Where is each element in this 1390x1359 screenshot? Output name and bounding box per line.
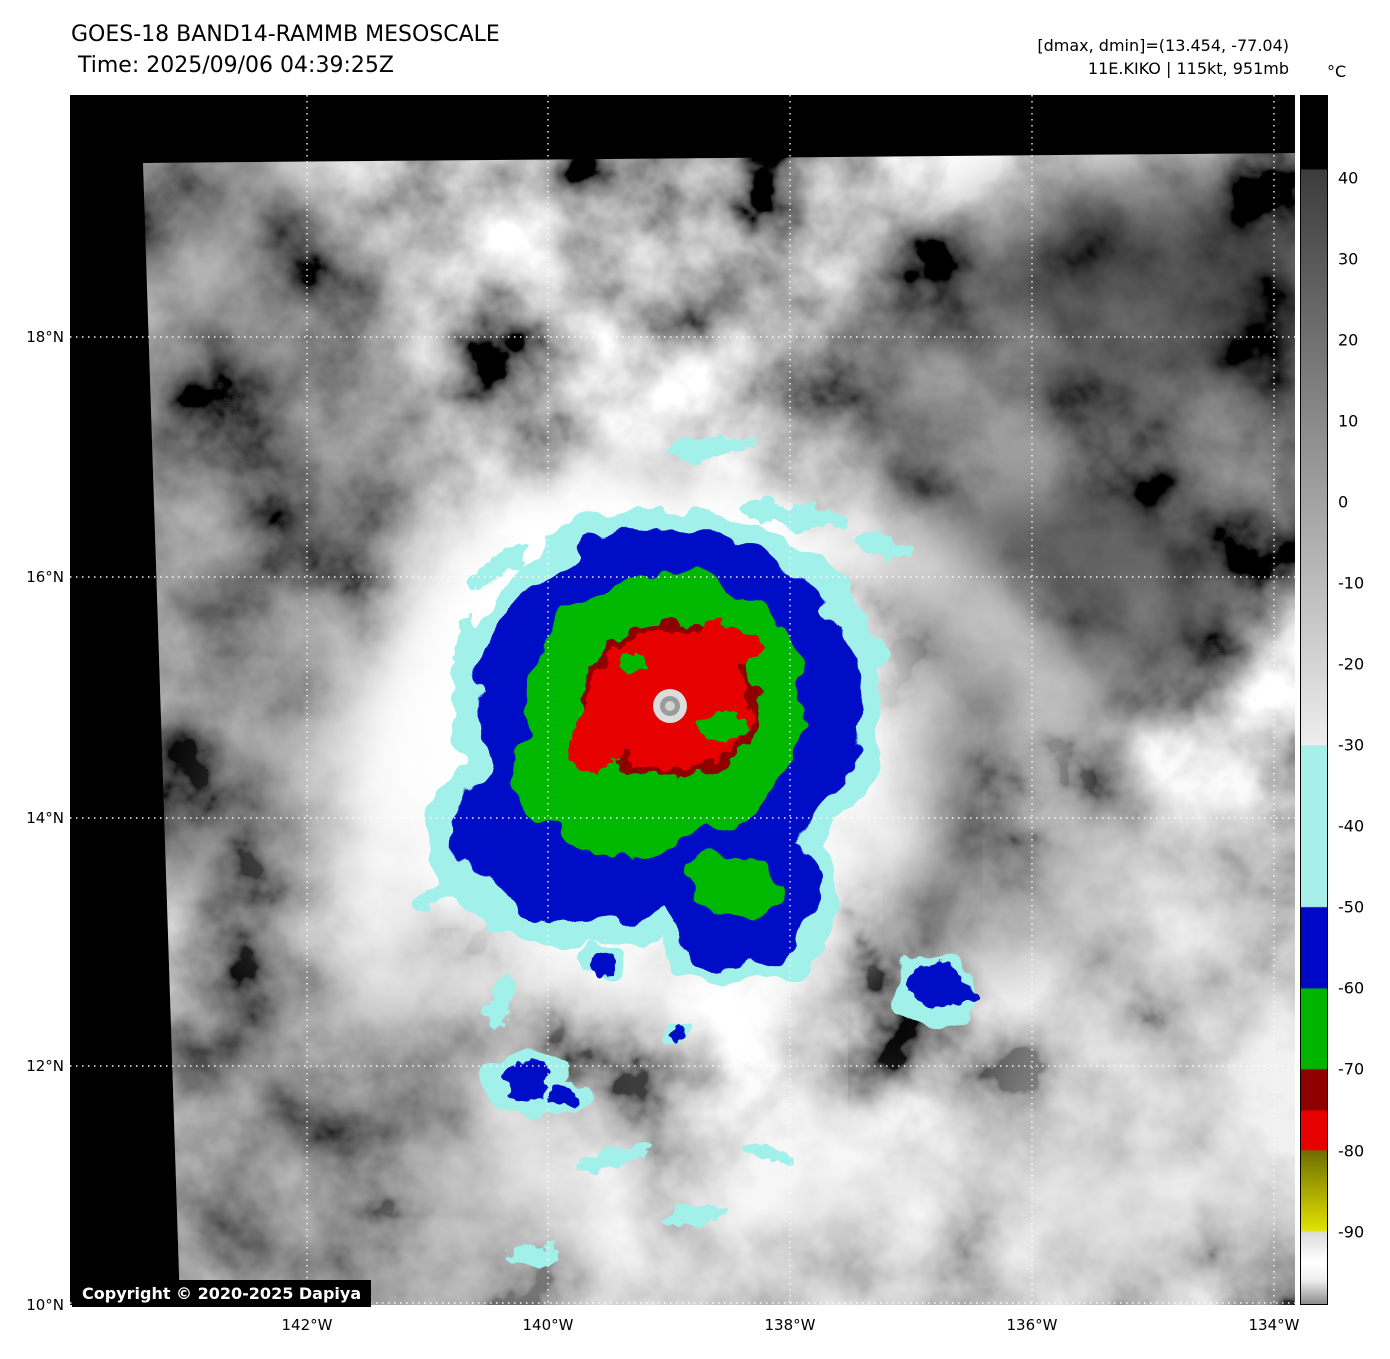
satellite-scene (70, 95, 1295, 1305)
colorbar-tick: 10 (1338, 411, 1359, 431)
time-label: Time: 2025/09/06 04:39:25Z (78, 53, 394, 78)
colorbar-tick: 0 (1338, 492, 1349, 512)
colorbar-tick: -20 (1338, 654, 1365, 674)
colorbar-tick: -90 (1338, 1222, 1365, 1242)
lon-label: 142°W (281, 1316, 333, 1334)
copyright-badge: Copyright © 2020-2025 Dapiya (72, 1280, 372, 1307)
lat-label: 16°N (26, 568, 64, 586)
lon-label: 136°W (1006, 1316, 1058, 1334)
colorbar-tick: 20 (1338, 330, 1359, 350)
colorbar-tick: 40 (1338, 168, 1359, 188)
range-label: [dmax, dmin]=(13.454, -77.04) (1037, 36, 1289, 55)
lat-label: 10°N (26, 1296, 64, 1314)
colorbar-tick: -70 (1338, 1059, 1365, 1079)
blue-spots (499, 736, 976, 1107)
lat-label: 14°N (26, 809, 64, 827)
page-title: GOES-18 BAND14-RAMMB MESOSCALE (71, 22, 500, 47)
lat-label: 18°N (26, 328, 64, 346)
colorbar-tick: -40 (1338, 816, 1365, 836)
colorbar-tick: -80 (1338, 1141, 1365, 1161)
lon-label: 140°W (522, 1316, 574, 1334)
colorbar-tick: -50 (1338, 897, 1365, 917)
colorbar-unit: °C (1327, 62, 1347, 81)
satellite-map (70, 95, 1295, 1305)
lon-label: 138°W (764, 1316, 816, 1334)
colorbar-gradient (1300, 95, 1328, 1305)
grid-lines (70, 95, 1295, 1305)
colorbar-tick: -60 (1338, 978, 1365, 998)
lon-label: 134°W (1248, 1316, 1300, 1334)
hurricane-eye (653, 689, 687, 723)
storm-label: 11E.KIKO | 115kt, 951mb (1087, 59, 1289, 78)
colorbar-tick: 30 (1338, 249, 1359, 269)
colorbar-tick: -10 (1338, 573, 1365, 593)
inner-green-patches (616, 653, 744, 741)
lat-label: 12°N (26, 1057, 64, 1075)
colorbar-tick: -30 (1338, 735, 1365, 755)
